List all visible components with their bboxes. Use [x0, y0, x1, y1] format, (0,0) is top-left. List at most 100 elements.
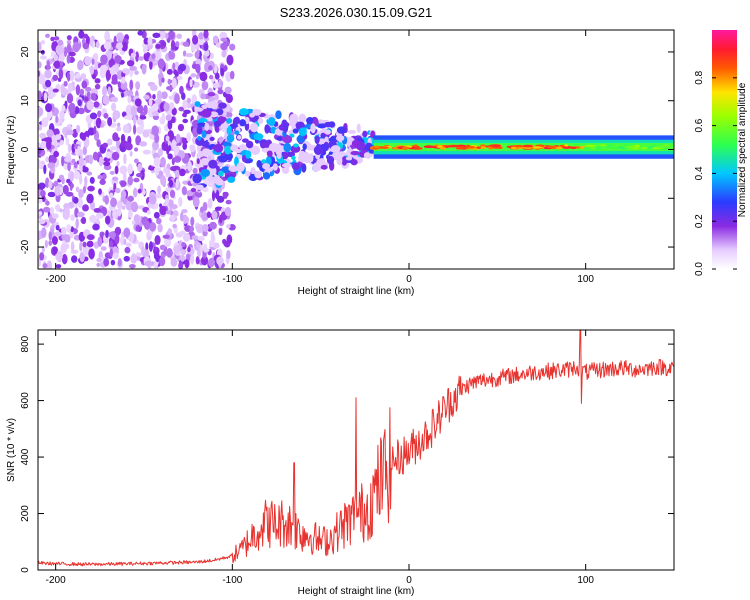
- heatmap-cell: [51, 92, 56, 98]
- heatmap-cell: [116, 161, 120, 167]
- heatmap-cell: [192, 167, 198, 175]
- heatmap-cell: [51, 213, 59, 219]
- heatmap-cell: [275, 110, 282, 120]
- heatmap-cell: [59, 110, 65, 121]
- heatmap-cell: [156, 217, 162, 225]
- y-tick-label: 0: [20, 146, 31, 152]
- heatmap-cell: [562, 146, 572, 150]
- heatmap-cell: [209, 74, 214, 80]
- heatmap-cell: [50, 36, 55, 42]
- heatmap-cell: [186, 132, 192, 143]
- heatmap-y-label: Frequency (Hz): [6, 116, 17, 185]
- heatmap-cell: [162, 234, 170, 239]
- heatmap-cell: [79, 241, 83, 252]
- heatmap-cell: [70, 183, 74, 189]
- heatmap-cell: [351, 139, 361, 147]
- heatmap-cell: [202, 243, 208, 253]
- heatmap-cell: [293, 143, 299, 148]
- heatmap-cell: [143, 94, 150, 100]
- heatmap-cell: [291, 155, 296, 160]
- heatmap-cell: [168, 51, 176, 60]
- heatmap-cell: [127, 94, 132, 104]
- heatmap-cell: [181, 137, 186, 144]
- heatmap-cell: [65, 191, 74, 197]
- heatmap-cell: [73, 161, 78, 169]
- heatmap-cell: [61, 254, 68, 265]
- heatmap-cell: [256, 159, 262, 168]
- heatmap-cell: [86, 100, 95, 111]
- heatmap-cell: [122, 171, 127, 183]
- heatmap-cell: [155, 255, 160, 263]
- heatmap-cell: [283, 124, 289, 133]
- heatmap-cell: [224, 152, 234, 161]
- heatmap-cell: [186, 101, 192, 109]
- heatmap-cell: [182, 118, 189, 124]
- heatmap-cell: [210, 231, 215, 241]
- heatmap-cell: [102, 142, 108, 149]
- x-tick-label: -100: [222, 575, 242, 586]
- heatmap-cell: [277, 159, 288, 165]
- heatmap-cell: [207, 92, 216, 97]
- heatmap-cell: [82, 204, 89, 212]
- heatmap-cell: [152, 114, 160, 121]
- heatmap-cell: [86, 91, 91, 97]
- heatmap-cell: [128, 264, 136, 269]
- heatmap-cell: [262, 172, 271, 180]
- heatmap-cell: [165, 210, 172, 215]
- heatmap-cell: [148, 241, 153, 252]
- heatmap-cell: [86, 240, 94, 248]
- heatmap-cell: [206, 101, 214, 109]
- heatmap-cell: [172, 223, 177, 229]
- heatmap-cell: [151, 110, 160, 117]
- heatmap-cell: [179, 254, 185, 262]
- heatmap-cell: [224, 86, 232, 95]
- heatmap-cell: [250, 167, 256, 175]
- heatmap-cell: [94, 69, 98, 77]
- heatmap-cell: [54, 231, 62, 237]
- heatmap-cell: [298, 150, 306, 159]
- heatmap-cell: [202, 230, 208, 237]
- heatmap-cell: [112, 252, 119, 260]
- heatmap-cell: [73, 170, 81, 180]
- heatmap-cell: [634, 144, 640, 148]
- heatmap-cell: [171, 77, 177, 89]
- heatmap-cell: [170, 204, 178, 210]
- heatmap-cell: [221, 50, 227, 58]
- heatmap-cell: [53, 150, 60, 158]
- heatmap-cell: [208, 159, 218, 169]
- heatmap-cell: [79, 132, 85, 140]
- heatmap-cell: [423, 145, 434, 148]
- heatmap-cell: [148, 98, 153, 107]
- heatmap-cell: [80, 73, 87, 80]
- heatmap-cell: [218, 228, 223, 236]
- heatmap-cell: [219, 31, 228, 40]
- heatmap-cell: [62, 184, 69, 195]
- heatmap-cell: [86, 193, 94, 204]
- heatmap-cell: [466, 145, 476, 149]
- heatmap-cell: [157, 185, 162, 195]
- heatmap-cell: [160, 156, 166, 168]
- heatmap-cell: [218, 170, 224, 177]
- heatmap-cell: [159, 205, 167, 216]
- heatmap-cell: [95, 40, 100, 49]
- heatmap-cell: [167, 228, 172, 235]
- heatmap-cell: [114, 226, 122, 236]
- heatmap-cell: [70, 214, 75, 222]
- heatmap-cell: [141, 246, 145, 256]
- heatmap-cell: [129, 79, 134, 91]
- heatmap-cell: [86, 234, 95, 241]
- heatmap-cell: [152, 93, 156, 100]
- heatmap-cell: [226, 54, 234, 66]
- heatmap-cell: [55, 204, 61, 212]
- heatmap-cell: [48, 240, 53, 246]
- heatmap-cell: [77, 107, 85, 115]
- heatmap-cell: [75, 186, 80, 193]
- heatmap-cell: [187, 160, 192, 172]
- heatmap-cell: [209, 221, 217, 230]
- heatmap-cell: [89, 65, 95, 75]
- heatmap-cell: [40, 40, 46, 45]
- heatmap-cell: [66, 35, 72, 41]
- heatmap-cell: [624, 145, 635, 149]
- heatmap-cell: [167, 153, 173, 160]
- heatmap-cell: [170, 166, 178, 172]
